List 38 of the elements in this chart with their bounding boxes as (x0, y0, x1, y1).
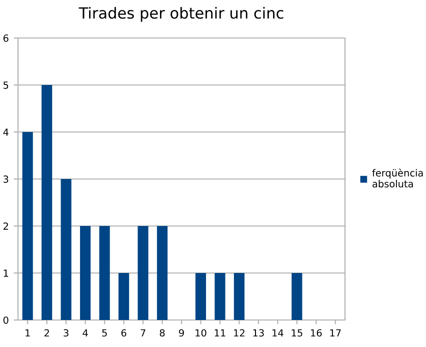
chart-title: Tirades per obtenir un cinc (78, 6, 284, 22)
y-tick-label: 6 (3, 34, 8, 42)
x-tick-label: 4 (82, 329, 88, 336)
y-tick-label: 2 (4, 222, 8, 230)
bar (214, 273, 226, 320)
bar (80, 226, 91, 320)
x-tick-label: 3 (64, 329, 68, 337)
legend-label: ferqüència absoluta (372, 168, 423, 188)
x-tick-label: 15 (292, 329, 302, 337)
bar (42, 85, 52, 320)
x-tick-label: 11 (214, 329, 226, 336)
bar (99, 226, 110, 320)
y-tick-label: 5 (4, 82, 8, 89)
x-tick-label: 14 (272, 329, 284, 336)
bar (138, 226, 148, 320)
bar (195, 273, 206, 320)
x-tick-label: 16 (311, 329, 322, 337)
x-tick-label: 10 (196, 329, 206, 337)
x-tick-label: 17 (330, 329, 341, 336)
y-tick-label: 4 (3, 128, 8, 136)
y-tick-label: 1 (4, 270, 8, 277)
y-tick-label: 0 (3, 316, 8, 324)
x-tick-label: 12 (234, 329, 244, 336)
x-tick-label: 8 (160, 329, 165, 337)
x-tick-label: 13 (253, 329, 264, 337)
bar (118, 273, 130, 320)
bar (22, 132, 33, 320)
x-tick-label: 6 (121, 329, 126, 337)
bar (60, 179, 72, 320)
bar (234, 273, 244, 320)
bar (292, 273, 302, 320)
bar (156, 226, 168, 320)
x-tick-label: 9 (179, 329, 184, 337)
x-tick-label: 5 (102, 329, 107, 337)
y-tick-label: 3 (4, 175, 8, 183)
x-tick-label: 1 (26, 329, 30, 336)
x-tick-label: 7 (140, 329, 146, 336)
x-tick-label: 2 (44, 329, 49, 336)
